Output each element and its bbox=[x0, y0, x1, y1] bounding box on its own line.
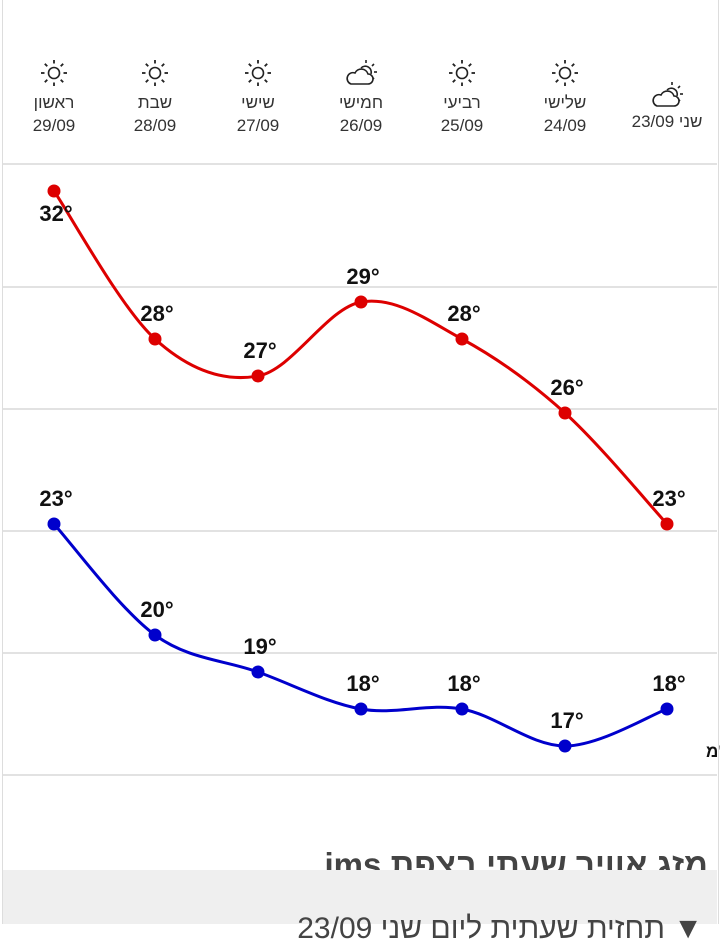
hourly-forecast-toggle[interactable]: ▼ תחזית שעתית ליום שני 23/09 bbox=[3, 870, 717, 945]
sun-icon bbox=[4, 52, 104, 88]
low-temp-point bbox=[660, 702, 674, 716]
high-temp-label: 29° bbox=[346, 264, 379, 289]
day-name: רביעי bbox=[443, 93, 481, 112]
low-temp-label: 23° bbox=[39, 486, 72, 511]
low-temp-point bbox=[148, 628, 162, 642]
page-frame bbox=[2, 0, 719, 924]
day-name: ראשון bbox=[33, 93, 75, 112]
day-column: חמישי 26/09 bbox=[311, 52, 411, 138]
high-temp-point bbox=[558, 406, 572, 420]
day-column: שישי 27/09 bbox=[208, 52, 308, 138]
low-temp-label: 18° bbox=[652, 671, 685, 696]
day-name: שבת bbox=[137, 93, 173, 112]
partly-cloudy-icon bbox=[617, 52, 717, 110]
low-temp-point bbox=[47, 517, 61, 531]
high-temp-label: 28° bbox=[140, 301, 173, 326]
precipitation-label: 0.2 מ"מ bbox=[706, 742, 720, 761]
low-temp-point bbox=[558, 739, 572, 753]
partly-cloudy-icon bbox=[311, 52, 411, 88]
low-temp-point bbox=[354, 702, 368, 716]
high-temp-point bbox=[660, 517, 674, 531]
day-date: 25/09 bbox=[440, 116, 484, 135]
day-date: 26/09 bbox=[339, 116, 383, 135]
high-temp-label: 23° bbox=[652, 486, 685, 511]
high-temp-point bbox=[354, 295, 368, 309]
day-name: חמישי bbox=[338, 93, 384, 112]
sun-icon bbox=[515, 52, 615, 88]
day-column: שבת 28/09 bbox=[105, 52, 205, 138]
day-date: 27/09 bbox=[236, 116, 280, 135]
day-name: שישי bbox=[241, 93, 275, 112]
high-temp-point bbox=[148, 332, 162, 346]
day-date: 24/09 bbox=[543, 116, 587, 135]
low-temp-label: 18° bbox=[346, 671, 379, 696]
low-temp-label: 18° bbox=[447, 671, 480, 696]
sun-icon bbox=[412, 52, 512, 88]
day-column: ראשון 29/09 bbox=[4, 52, 104, 138]
high-temp-line bbox=[52, 190, 669, 526]
low-temp-label: 19° bbox=[243, 634, 276, 659]
high-temp-label: 26° bbox=[550, 375, 583, 400]
temperature-chart: 32° 28° 27° 29° 28° 26° 23° 23° 20° 19° 18° 18° 17° 1… bbox=[3, 163, 720, 776]
low-temp-point bbox=[251, 665, 265, 679]
sun-icon bbox=[105, 52, 205, 88]
low-temp-label: 20° bbox=[140, 597, 173, 622]
day-name: שלישי bbox=[543, 93, 587, 112]
high-temp-point bbox=[455, 332, 469, 346]
day-date: 28/09 bbox=[133, 116, 177, 135]
day-column: רביעי 25/09 bbox=[412, 52, 512, 138]
high-temp-label: 28° bbox=[447, 301, 480, 326]
high-temp-point bbox=[251, 369, 265, 383]
day-date: 23/09 שני bbox=[631, 112, 703, 131]
low-temp-label: 17° bbox=[550, 708, 583, 733]
hourly-forecast-label: ▼ תחזית שעתית ליום שני 23/09 bbox=[297, 912, 703, 945]
low-temp-point bbox=[455, 702, 469, 716]
day-column: שלישי 24/09 bbox=[515, 52, 615, 138]
high-temp-label: 27° bbox=[243, 338, 276, 363]
sun-icon bbox=[208, 52, 308, 88]
day-date: 29/09 bbox=[32, 116, 76, 135]
high-temp-label: 32° bbox=[39, 201, 72, 226]
high-temp-point bbox=[47, 184, 61, 198]
